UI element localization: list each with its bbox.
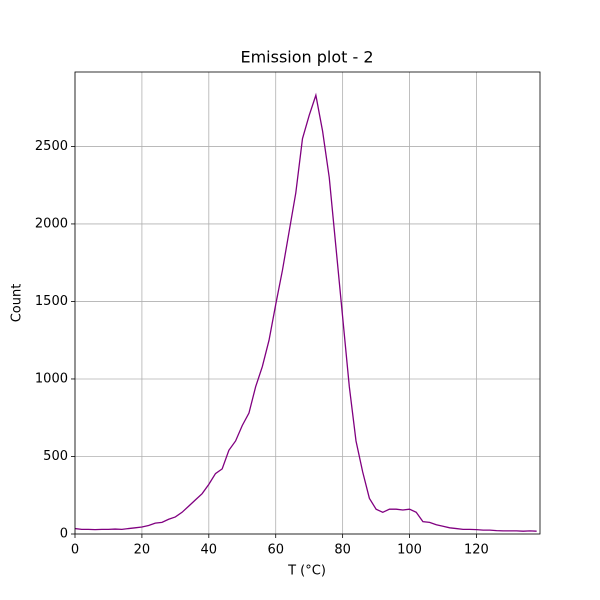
y-tick-label: 1500 [35, 294, 68, 309]
y-tick-label: 0 [60, 527, 68, 542]
y-tick-label: 2500 [35, 139, 68, 154]
y-tick-label: 1000 [35, 371, 68, 386]
x-tick-label: 20 [134, 543, 151, 558]
x-axis-label: T (°C) [287, 564, 326, 579]
x-tick-label: 0 [71, 543, 79, 558]
y-tick-label: 500 [43, 449, 68, 464]
y-axis-label: Count [10, 284, 25, 323]
x-tick-label: 120 [464, 543, 489, 558]
chart-title: Emission plot - 2 [240, 48, 373, 67]
data-line [74, 92, 537, 532]
x-tick-label: 100 [397, 543, 422, 558]
plot-frame [74, 71, 541, 535]
x-tick-label: 60 [267, 543, 284, 558]
x-tick-label: 40 [201, 543, 218, 558]
x-tick-label: 80 [334, 543, 351, 558]
y-tick-label: 2000 [35, 216, 68, 231]
